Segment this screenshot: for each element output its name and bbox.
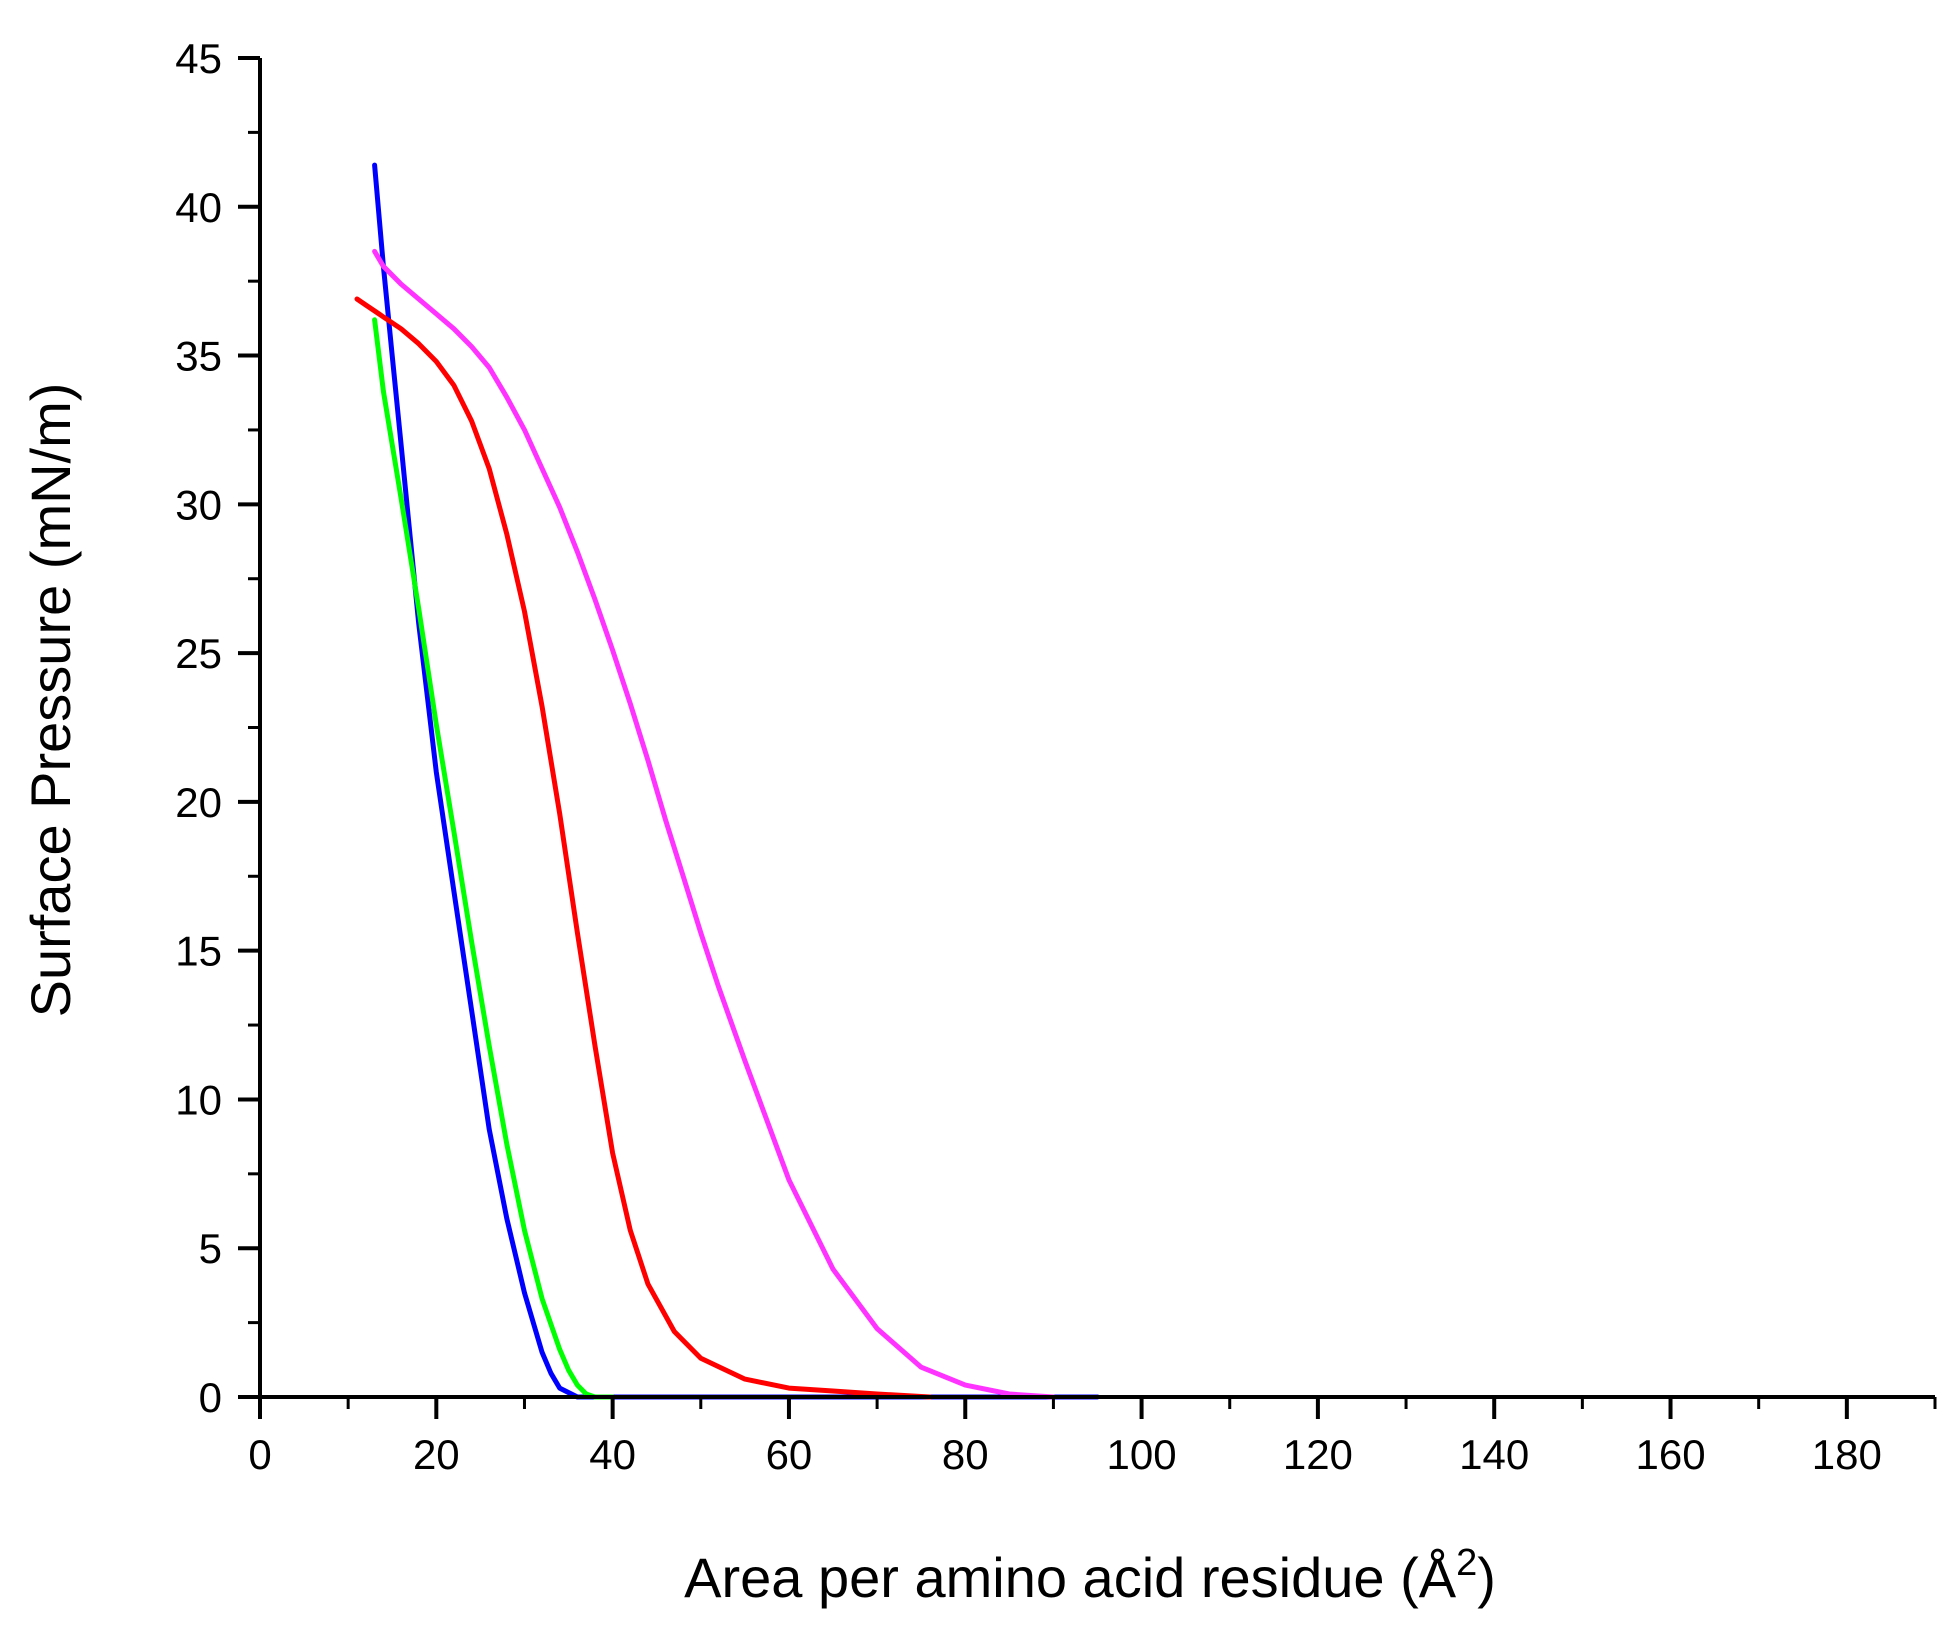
x-axis-title: Area per amino acid residue (Å2) — [684, 1542, 1496, 1609]
x-tick-label: 140 — [1459, 1431, 1529, 1478]
x-tick-label: 40 — [589, 1431, 636, 1478]
y-tick-label: 5 — [199, 1225, 222, 1272]
y-tick-label: 45 — [175, 35, 222, 82]
x-tick-label: 0 — [248, 1431, 271, 1478]
x-axis-title-suffix: ) — [1477, 1546, 1496, 1609]
x-axis-title-main: Area per amino acid residue (Å — [684, 1546, 1457, 1609]
x-tick-label: 160 — [1635, 1431, 1705, 1478]
x-axis-title-superscript: 2 — [1456, 1542, 1477, 1584]
x-tick-label: 100 — [1107, 1431, 1177, 1478]
x-tick-label: 180 — [1812, 1431, 1882, 1478]
y-tick-label: 35 — [175, 333, 222, 380]
y-tick-label: 30 — [175, 481, 222, 528]
series-layer — [354, 162, 1100, 1400]
series-line-2 — [372, 317, 616, 1400]
series-line-4 — [372, 248, 1056, 1400]
x-tick-label: 20 — [413, 1431, 460, 1478]
y-tick-label: 15 — [175, 928, 222, 975]
axes-layer — [258, 58, 1935, 1399]
ticks-layer: 0 20 40 60 80 100 120 140 160 180 0 5 10 15 20 25 30 35 40… — [175, 35, 1937, 1478]
x-tick-label: 120 — [1283, 1431, 1353, 1478]
y-tick-label: 40 — [175, 184, 222, 231]
y-tick-label: 0 — [199, 1374, 222, 1421]
series-line-1 — [372, 162, 1100, 1400]
y-tick-label: 20 — [175, 779, 222, 826]
y-axis-title: Surface Pressure (mN/m) — [19, 383, 82, 1018]
x-tick-label: 80 — [942, 1431, 989, 1478]
x-tick-label: 60 — [766, 1431, 813, 1478]
y-tick-label: 10 — [175, 1076, 222, 1123]
series-line-3 — [354, 296, 933, 1400]
y-tick-label: 25 — [175, 630, 222, 677]
